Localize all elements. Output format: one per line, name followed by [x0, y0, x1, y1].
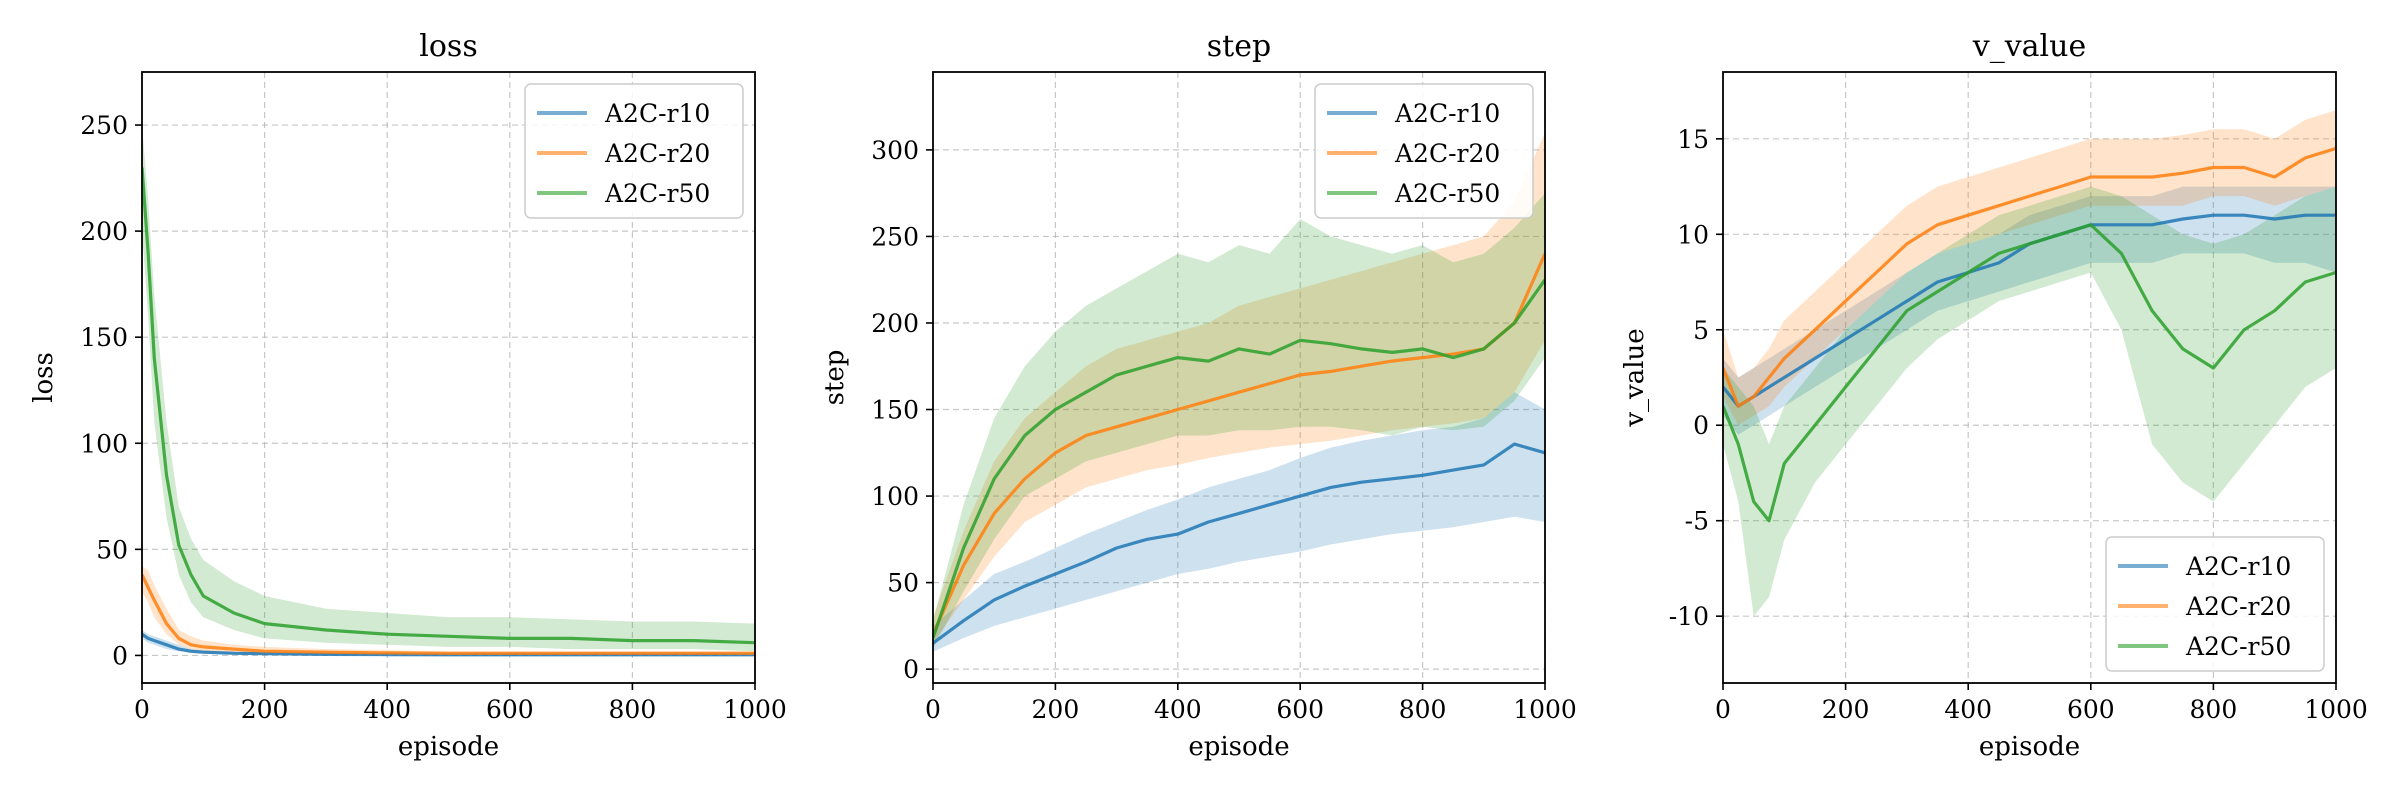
y-tick-label: 100: [80, 429, 128, 458]
chart-title: loss: [419, 29, 477, 64]
y-axis-label: step: [820, 350, 850, 406]
x-tick-label: 0: [925, 695, 941, 724]
x-axis-label: episode: [1188, 732, 1289, 762]
series-band-A2C-r20: [1723, 110, 2336, 426]
legend-label: A2C-r10: [2185, 552, 2291, 581]
legend-box: [1314, 83, 1534, 219]
x-tick-label: 1000: [1513, 695, 1577, 724]
x-tick-label: 0: [1715, 695, 1731, 724]
legend-box: [524, 83, 744, 219]
series-band-A2C-r10: [933, 392, 1545, 652]
x-tick-label: 600: [486, 695, 534, 724]
legend-box: [2105, 536, 2325, 672]
legend-label: A2C-r10: [1394, 99, 1500, 128]
legend-label: A2C-r50: [2185, 632, 2291, 661]
y-tick-label: 100: [871, 482, 919, 511]
plot-area: [142, 125, 755, 657]
y-tick-label: 200: [871, 309, 919, 338]
x-tick-label: 400: [1154, 695, 1202, 724]
x-tick-label: 800: [1399, 695, 1447, 724]
plot-area: [933, 132, 1545, 652]
legend: A2C-r10 A2C-r20 A2C-r50: [1314, 83, 1534, 219]
y-tick-label: 250: [871, 222, 919, 251]
series-line-A2C-r50: [933, 278, 1545, 639]
chart-title: v_value: [1972, 29, 2086, 64]
y-axis-label: loss: [29, 352, 59, 403]
series-line-A2C-r10: [1723, 213, 2336, 408]
y-axis-label: v_value: [1620, 328, 1650, 427]
legend: A2C-r10 A2C-r20 A2C-r50: [2105, 536, 2325, 672]
x-tick-label: 400: [363, 695, 411, 724]
y-tick-label: 150: [871, 396, 919, 425]
chart-panel-loss: 0 200 400 600 800 1000 0 50 100 150 200 250 loss epis…: [29, 29, 787, 762]
axes-frame: [932, 71, 1546, 684]
x-tick-label: 600: [1276, 695, 1324, 724]
y-tick-label: -10: [1669, 602, 1709, 631]
x-tick-label: 200: [241, 695, 289, 724]
y-tick-label: 50: [887, 569, 919, 598]
legend-label: A2C-r20: [604, 139, 710, 168]
y-tick-label: 250: [80, 111, 128, 140]
chart-panel-v-value: 0 200 400 600 800 1000 -10 -5 0 5 10 15 v_valueepiso…: [1620, 29, 2368, 762]
axes-frame: [141, 71, 756, 684]
x-tick-label: 1000: [2304, 695, 2368, 724]
x-tick-label: 200: [1822, 695, 1870, 724]
chart-panel-step: 0 200 400 600 800 1000 0 50 100 150 200 250 300 step e…: [820, 29, 1577, 762]
legend-label: A2C-r20: [2185, 592, 2291, 621]
legend-label: A2C-r10: [604, 99, 710, 128]
series-line-A2C-r50: [1723, 223, 2336, 523]
series-line-A2C-r20: [1723, 146, 2336, 408]
plot-area: [1723, 110, 2336, 617]
x-tick-label: 400: [1944, 695, 1992, 724]
x-tick-label: 0: [134, 695, 150, 724]
series-line-A2C-r20: [142, 574, 755, 655]
x-axis-label: episode: [398, 732, 499, 762]
y-tick-label: 300: [871, 136, 919, 165]
series-band-A2C-r50: [142, 125, 755, 652]
series-band-A2C-r10: [1723, 186, 2336, 435]
y-tick-label: 50: [96, 535, 128, 564]
legend: A2C-r10 A2C-r20 A2C-r50: [524, 83, 744, 219]
legend-label: A2C-r50: [604, 179, 710, 208]
y-tick-label: 15: [1677, 125, 1709, 154]
y-tick-label: 0: [1693, 411, 1709, 440]
x-tick-label: 200: [1032, 695, 1080, 724]
legend-label: A2C-r50: [1394, 179, 1500, 208]
y-tick-label: 200: [80, 217, 128, 246]
x-tick-label: 800: [2190, 695, 2238, 724]
y-tick-label: -5: [1685, 507, 1709, 536]
x-tick-label: 800: [609, 695, 657, 724]
x-axis-label: episode: [1979, 732, 2080, 762]
chart-title: step: [1207, 29, 1271, 64]
series-band-A2C-r50: [1723, 186, 2336, 617]
series-band-A2C-r50: [933, 193, 1545, 649]
series-line-A2C-r50: [142, 167, 755, 645]
y-tick-label: 150: [80, 323, 128, 352]
y-tick-label: 0: [903, 655, 919, 684]
axes-frame: [1722, 71, 2337, 684]
y-tick-label: 5: [1693, 316, 1709, 345]
series-line-A2C-r10: [933, 442, 1545, 645]
y-tick-label: 0: [112, 641, 128, 670]
legend-label: A2C-r20: [1394, 139, 1500, 168]
x-tick-label: 1000: [723, 695, 787, 724]
x-tick-label: 600: [2067, 695, 2115, 724]
series-band-A2C-r20: [933, 132, 1545, 644]
y-tick-label: 10: [1677, 220, 1709, 249]
